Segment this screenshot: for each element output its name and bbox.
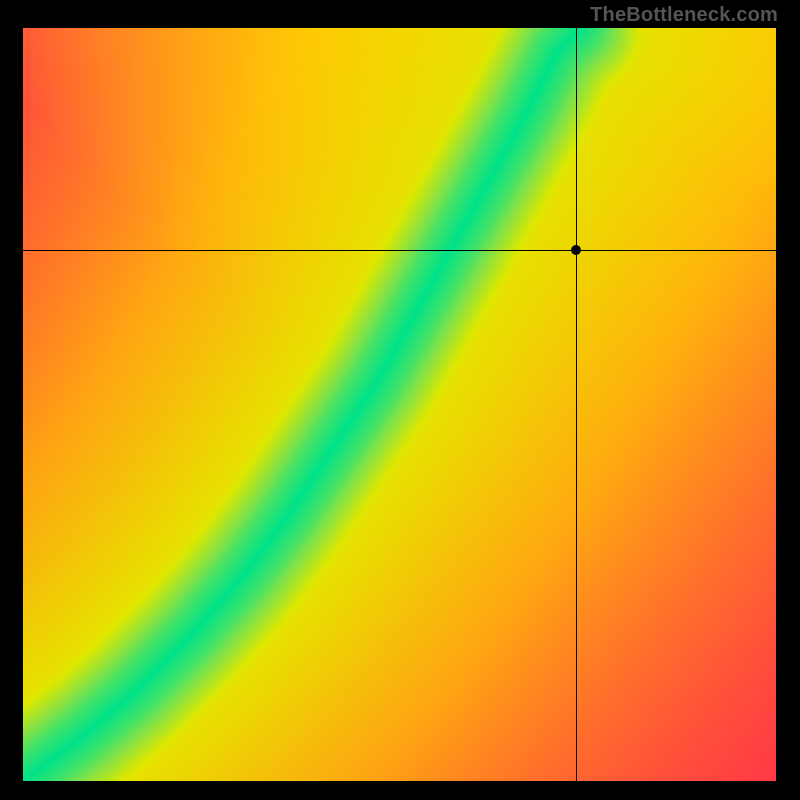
crosshair-horizontal [23, 250, 776, 251]
chart-container: TheBottleneck.com [0, 0, 800, 800]
crosshair-vertical [576, 28, 577, 781]
plot-area [23, 28, 776, 781]
heatmap-canvas [23, 28, 776, 781]
watermark-text: TheBottleneck.com [590, 4, 778, 27]
